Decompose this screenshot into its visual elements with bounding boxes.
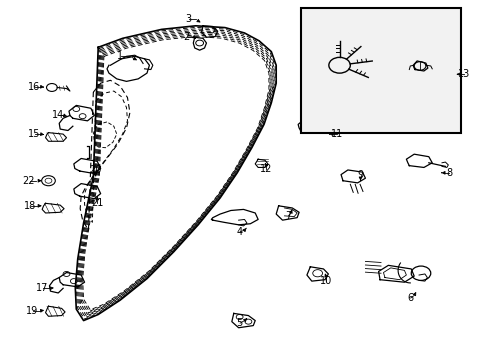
Text: 22: 22 [22,176,35,186]
Text: 19: 19 [26,306,39,316]
Text: 10: 10 [320,276,332,286]
Text: 9: 9 [357,170,363,180]
Text: 14: 14 [52,111,64,121]
Text: 18: 18 [24,201,36,211]
Text: 8: 8 [446,168,451,178]
Text: 11: 11 [330,129,343,139]
Text: 2: 2 [183,32,189,41]
Text: 5: 5 [236,319,242,328]
Text: 12: 12 [260,164,272,174]
Text: 1: 1 [117,51,123,61]
Text: 4: 4 [236,227,242,237]
Text: 13: 13 [457,69,469,79]
Text: 3: 3 [185,14,191,24]
Text: 21: 21 [91,198,103,208]
Text: 15: 15 [28,129,40,139]
Text: 20: 20 [89,165,102,175]
Bar [300,8,461,134]
Text: 17: 17 [36,283,48,293]
Text: 16: 16 [28,82,40,92]
Text: 6: 6 [407,293,412,303]
Text: 7: 7 [285,211,291,221]
